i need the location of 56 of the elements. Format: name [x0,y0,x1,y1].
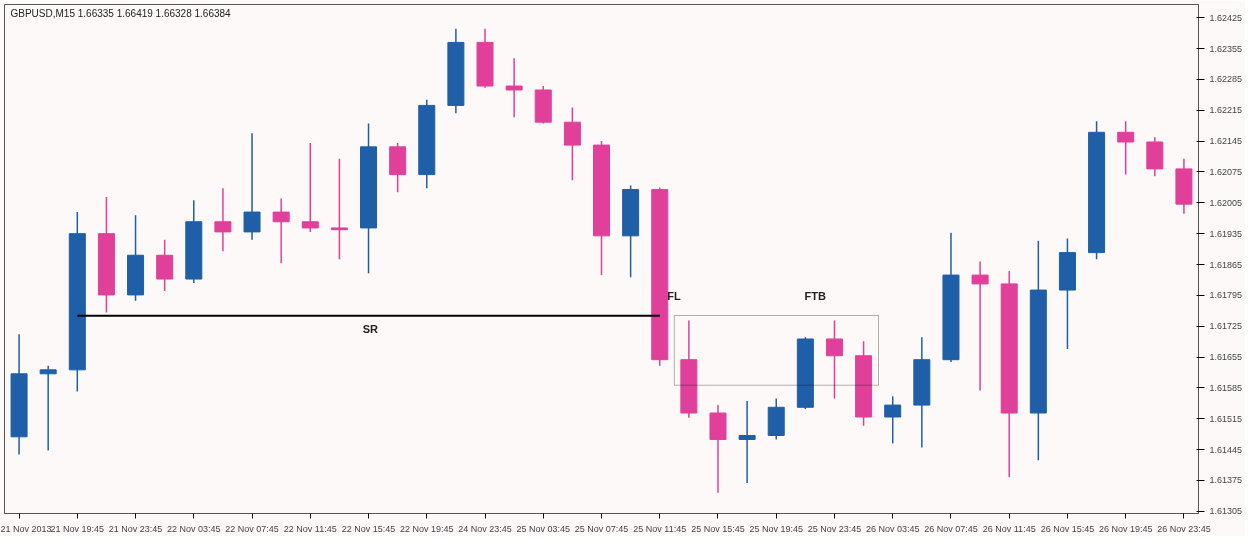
annotation: FL [667,290,681,303]
x-tick-label: 22 Nov 15:45 [341,523,396,534]
y-tick-label: 1.62215 [1209,105,1243,116]
x-tick-label: 21 Nov 23:45 [108,523,163,534]
x-tick-label: 25 Nov 19:45 [749,523,804,534]
candlestick [563,106,581,182]
candlestick [330,157,348,260]
x-tick-label: 22 Nov 07:45 [225,523,279,534]
y-tick-label: 1.61515 [1209,413,1243,424]
x-tick-label: 26 Nov 03:45 [865,523,920,534]
x-tick-label: 22 Nov 03:45 [167,523,221,534]
y-tick-label: 1.62145 [1209,136,1243,147]
candlestick [1117,120,1135,176]
candlestick [243,132,261,241]
y-tick-label: 1.61865 [1209,259,1243,270]
y-tick-label: 1.61935 [1209,228,1243,239]
x-tick-label: 25 Nov 03:45 [516,523,571,534]
candlestick [971,260,989,392]
y-tick-label: 1.61585 [1209,382,1243,393]
y-tick-label: 1.62005 [1209,197,1243,208]
x-tick-label: 25 Nov 23:45 [807,523,862,534]
candlestick [301,142,319,233]
x-tick-label: 25 Nov 15:45 [691,523,745,534]
x-tick-label: 22 Nov 11:45 [283,523,337,534]
candlestick [214,187,232,253]
candlestick [884,395,902,445]
y-tick-label: 1.62075 [1209,166,1243,177]
candlestick [272,197,290,264]
y-tick-label: 1.61655 [1209,352,1243,363]
x-tick-label: 22 Nov 19:45 [400,523,454,534]
x-tick-label: 26 Nov 19:45 [1098,523,1153,534]
x-tick-label: 21 Nov 2013 [0,523,52,534]
candlestick [156,239,174,292]
y-tick-label: 1.62425 [1209,12,1243,23]
x-tick-label: 25 Nov 11:45 [633,523,687,534]
y-tick-label: 1.61725 [1209,321,1243,332]
x-tick-label: 26 Nov 23:45 [1157,523,1211,534]
x-tick-label: 26 Nov 15:45 [1040,523,1095,534]
candlestick [738,400,756,484]
y-tick-label: 1.61375 [1209,475,1243,486]
x-tick-label: 24 Nov 23:45 [458,523,512,534]
x-tick-label: 26 Nov 11:45 [982,523,1036,534]
x-tick-label: 26 Nov 07:45 [924,523,978,534]
y-tick-label: 1.61445 [1209,444,1243,455]
candlestick [505,57,523,119]
candlestick [825,319,843,400]
candlestick [39,365,57,452]
y-tick-label: 1.61795 [1209,290,1243,301]
y-tick-label: 1.62355 [1209,43,1243,54]
y-tick-label: 1.61305 [1209,506,1243,517]
x-tick-label: 25 Nov 07:45 [574,523,629,534]
x-tick-label: 21 Nov 19:45 [50,523,105,534]
annotation: SR [362,323,379,336]
y-tick-label: 1.62285 [1209,74,1243,85]
annotation: FTB [804,290,826,303]
chart-title: GBPUSD,M15 1.66335 1.66419 1.66328 1.66384 [10,7,232,19]
